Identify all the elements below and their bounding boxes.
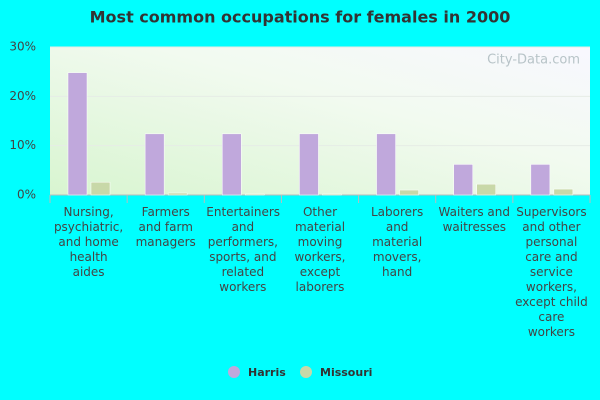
bar xyxy=(476,183,496,196)
legend-swatch xyxy=(300,366,312,378)
bar xyxy=(553,188,574,196)
x-tick-label: Other material moving workers, except la… xyxy=(294,205,346,294)
bar xyxy=(90,181,111,196)
x-tick-label: Nursing, psychiatric, and home health ai… xyxy=(53,205,124,279)
x-tick-label: Entertainers and performers, sports, and… xyxy=(206,205,281,294)
bar xyxy=(245,193,265,196)
chart-title: Most common occupations for females in 2… xyxy=(90,8,511,27)
bar xyxy=(299,133,319,196)
legend-label: Harris xyxy=(248,366,286,379)
watermark: City-Data.com xyxy=(487,53,580,68)
legend-label: Missouri xyxy=(320,366,372,379)
x-tick-label: Laborers and material movers, hand xyxy=(371,205,424,279)
x-tick-label: Supervisors and other personal care and … xyxy=(515,205,588,339)
x-tick-label: Waiters and waitresses xyxy=(438,205,510,234)
bar xyxy=(222,133,242,196)
x-tick-label: Farmers and farm managers xyxy=(135,205,196,249)
y-tick-label: 0% xyxy=(17,188,36,202)
bar xyxy=(67,72,88,196)
y-tick-label: 30% xyxy=(9,40,36,54)
y-tick-label: 10% xyxy=(9,138,36,152)
bar xyxy=(144,133,165,196)
y-tick-label: 20% xyxy=(9,89,36,103)
bar xyxy=(453,164,473,196)
plot-area xyxy=(50,47,590,195)
bar xyxy=(167,192,188,196)
legend-swatch xyxy=(228,366,240,378)
bar xyxy=(376,133,396,196)
bar xyxy=(399,189,419,196)
bar xyxy=(530,164,551,196)
bar xyxy=(322,193,342,196)
